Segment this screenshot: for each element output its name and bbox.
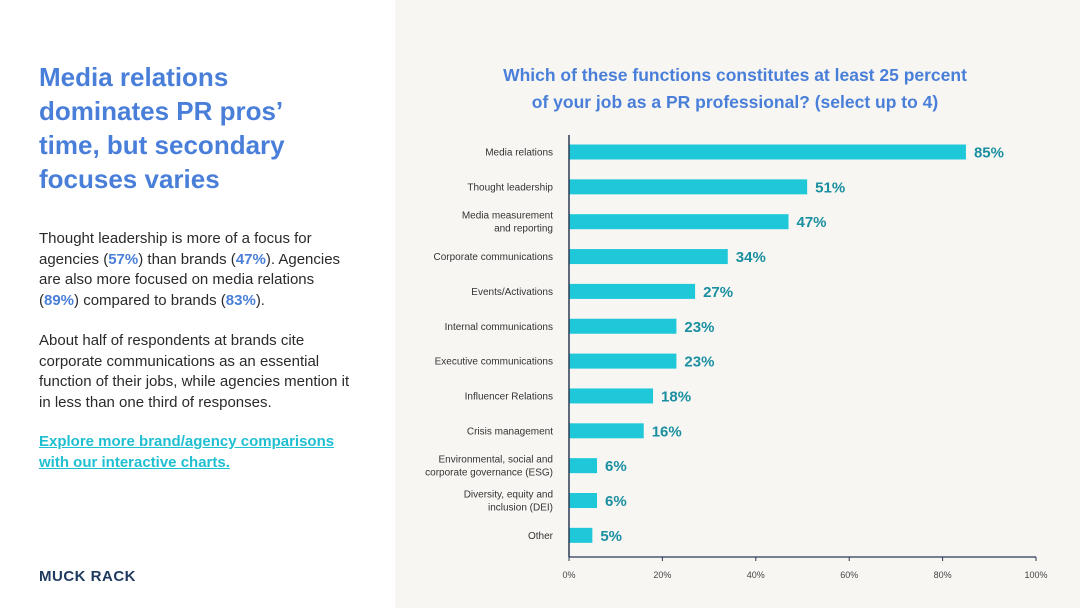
bar-10	[569, 493, 598, 508]
bar-4	[569, 283, 696, 299]
x-tick-label-1: 20%	[653, 570, 671, 580]
corporate-comms-paragraph: About half of respondents at brands cite…	[39, 332, 350, 411]
value-label-7: 18%	[661, 388, 691, 405]
category-label-2-line-1: and reporting	[494, 224, 553, 235]
category-label-8: Crisis management	[467, 426, 553, 437]
value-label-10: 6%	[605, 493, 627, 510]
value-label-1: 51%	[815, 179, 845, 196]
x-tick-label-3: 60%	[840, 570, 858, 580]
p1-text-3: ). Agencies are also more focused on med…	[39, 250, 341, 309]
x-tick-label-2: 40%	[747, 570, 765, 580]
bar-6	[569, 353, 677, 369]
p1-text-1: Thought leadership is more of a focus fo…	[39, 230, 312, 268]
brand-media-relations-value: 83%	[225, 291, 256, 309]
bar-2	[569, 214, 789, 230]
category-label-2-line-0: Media measurement	[462, 211, 553, 222]
p1-text-2: ) than brands (	[138, 250, 236, 268]
category-label-7: Influencer Relations	[465, 391, 553, 402]
chart-title-line-1: Which of these functions constitutes at …	[503, 65, 967, 85]
chart-title: Which of these functions constitutes at …	[455, 62, 1015, 116]
x-tick-label-5: 100%	[1024, 570, 1047, 580]
headline: Media relations dominates PR pros’ time,…	[39, 62, 285, 194]
value-label-6: 23%	[684, 354, 714, 371]
category-label-10-line-0: Diversity, equity and	[464, 490, 553, 501]
interactive-charts-link[interactable]: Explore more brand/agency comparisons wi…	[39, 433, 335, 471]
x-tick-label-0: 0%	[562, 570, 575, 580]
p1-text-5: ).	[255, 291, 265, 309]
value-label-0: 85%	[974, 145, 1004, 162]
category-label-5: Internal communications	[445, 322, 553, 333]
category-label-4: Events/Activations	[471, 287, 553, 298]
category-label-0: Media relations	[485, 148, 553, 159]
bar-1	[569, 179, 808, 195]
category-label-9-line-1: corporate governance (ESG)	[425, 468, 553, 479]
value-label-2: 47%	[796, 214, 826, 231]
bar-0	[569, 144, 966, 160]
p1-text-4: ) compared to brands (	[74, 291, 226, 309]
category-label-10-line-1: inclusion (DEI)	[488, 503, 553, 514]
value-label-3: 34%	[736, 249, 766, 266]
chart-title-line-2: of your job as a PR professional? (selec…	[531, 92, 939, 112]
brand-thought-leadership-value: 47%	[235, 250, 266, 268]
agency-media-relations-value: 89%	[44, 291, 75, 309]
value-label-8: 16%	[652, 423, 682, 440]
left-panel: Media relations dominates PR pros’ time,…	[0, 0, 395, 608]
value-label-11: 5%	[600, 528, 622, 545]
category-label-11: Other	[528, 531, 554, 542]
agency-thought-leadership-value: 57%	[108, 250, 139, 268]
value-label-4: 27%	[703, 284, 733, 301]
value-label-9: 6%	[605, 458, 627, 475]
category-label-3: Corporate communications	[434, 252, 554, 263]
chart-panel	[395, 0, 1080, 608]
bar-3	[569, 249, 728, 265]
value-label-5: 23%	[684, 319, 714, 336]
bar-8	[569, 423, 644, 439]
thought-leadership-paragraph: Thought leadership is more of a focus fo…	[39, 229, 354, 311]
bar-9	[569, 458, 598, 474]
muck-rack-logo: MUCK RACK	[39, 568, 136, 585]
bar-11	[569, 527, 593, 543]
bar-5	[569, 318, 677, 334]
category-label-1: Thought leadership	[467, 182, 553, 193]
bar-7	[569, 388, 654, 404]
x-tick-label-4: 80%	[934, 570, 952, 580]
category-label-6: Executive communications	[435, 357, 553, 368]
category-label-9-line-0: Environmental, social and	[438, 455, 553, 466]
